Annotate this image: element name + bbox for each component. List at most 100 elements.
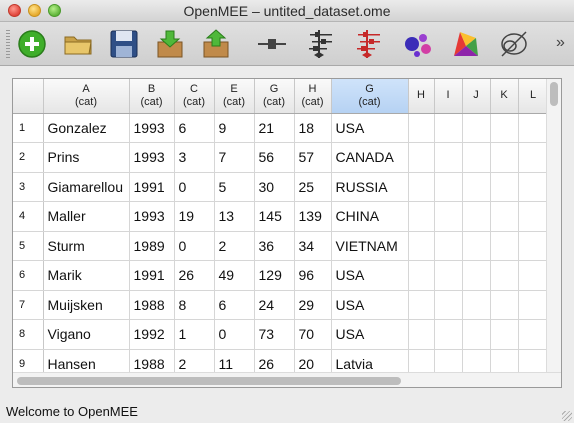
table-cell[interactable]: 5 [214, 172, 255, 202]
table-cell[interactable]: 70 [294, 319, 332, 350]
row-number[interactable]: 2 [13, 142, 44, 173]
table-cell[interactable]: 6 [214, 290, 255, 320]
table-cell[interactable] [434, 142, 463, 173]
table-cell[interactable] [518, 113, 549, 143]
column-header[interactable]: G (cat) [331, 79, 409, 114]
table-cell[interactable] [462, 142, 491, 173]
table-cell[interactable] [518, 231, 549, 261]
funnel-button[interactable] [498, 28, 530, 60]
table-cell[interactable]: 0 [174, 231, 215, 261]
table-cell[interactable]: 1993 [129, 201, 175, 232]
table-cell[interactable] [408, 172, 435, 202]
table-cell[interactable]: 1993 [129, 113, 175, 143]
table-cell[interactable]: 1993 [129, 142, 175, 173]
table-cell[interactable] [462, 290, 491, 320]
table-cell[interactable] [408, 290, 435, 320]
import-button[interactable] [154, 28, 186, 60]
table-cell[interactable]: Maller [43, 201, 130, 232]
table-cell[interactable] [490, 113, 519, 143]
column-header[interactable]: B (cat) [129, 79, 175, 114]
table-cell[interactable]: Vigano [43, 319, 130, 350]
table-cell[interactable] [490, 172, 519, 202]
add-button[interactable] [16, 28, 48, 60]
table-cell[interactable]: 25 [294, 172, 332, 202]
table-cell[interactable] [490, 290, 519, 320]
table-cell[interactable] [462, 260, 491, 291]
horizontal-scroll-thumb[interactable] [17, 377, 401, 385]
row-number[interactable]: 6 [13, 260, 44, 291]
table-cell[interactable]: 49 [214, 260, 255, 291]
table-cell[interactable]: 3 [174, 142, 215, 173]
table-cell[interactable]: 1991 [129, 172, 175, 202]
column-header[interactable]: I [434, 79, 463, 114]
column-header[interactable]: H [408, 79, 435, 114]
table-cell[interactable]: 36 [254, 231, 295, 261]
table-cell[interactable] [434, 113, 463, 143]
table-cell[interactable]: 26 [174, 260, 215, 291]
table-cell[interactable]: 96 [294, 260, 332, 291]
table-cell[interactable] [434, 201, 463, 232]
corner-header[interactable] [13, 79, 44, 114]
table-cell[interactable]: CANADA [331, 142, 409, 173]
table-cell[interactable] [490, 260, 519, 291]
table-cell[interactable]: 56 [254, 142, 295, 173]
bubble-plot-button[interactable] [402, 28, 434, 60]
table-cell[interactable]: 13 [214, 201, 255, 232]
table-cell[interactable]: Muijsken [43, 290, 130, 320]
table-cell[interactable]: Sturm [43, 231, 130, 261]
table-cell[interactable]: 34 [294, 231, 332, 261]
table-cell[interactable] [434, 319, 463, 350]
table-cell[interactable] [434, 231, 463, 261]
export-button[interactable] [200, 28, 232, 60]
vertical-scroll-thumb[interactable] [550, 82, 558, 106]
table-cell[interactable]: 9 [214, 113, 255, 143]
column-header[interactable]: G (cat) [254, 79, 295, 114]
table-cell[interactable]: USA [331, 290, 409, 320]
minimize-button[interactable] [28, 4, 41, 17]
table-cell[interactable]: 29 [294, 290, 332, 320]
table-cell[interactable]: Gonzalez [43, 113, 130, 143]
table-cell[interactable] [490, 319, 519, 350]
table-cell[interactable]: USA [331, 113, 409, 143]
row-number[interactable]: 8 [13, 319, 44, 350]
polygon-chart-button[interactable] [450, 28, 482, 60]
column-header[interactable]: H (cat) [294, 79, 332, 114]
table-cell[interactable] [518, 142, 549, 173]
resize-grip[interactable] [562, 411, 572, 421]
table-cell[interactable]: 139 [294, 201, 332, 232]
table-cell[interactable]: 145 [254, 201, 295, 232]
table-cell[interactable]: RUSSIA [331, 172, 409, 202]
forest-plot-red-button[interactable] [354, 28, 386, 60]
table-cell[interactable] [462, 319, 491, 350]
table-cell[interactable]: VIETNAM [331, 231, 409, 261]
table-cell[interactable] [462, 201, 491, 232]
table-cell[interactable]: 24 [254, 290, 295, 320]
table-cell[interactable] [490, 231, 519, 261]
table-cell[interactable] [518, 201, 549, 232]
table-cell[interactable]: 19 [174, 201, 215, 232]
table-cell[interactable] [462, 113, 491, 143]
table-cell[interactable]: 21 [254, 113, 295, 143]
row-number[interactable]: 4 [13, 201, 44, 232]
table-cell[interactable] [462, 231, 491, 261]
table-cell[interactable] [434, 290, 463, 320]
table-cell[interactable]: USA [331, 319, 409, 350]
table-cell[interactable]: 0 [214, 319, 255, 350]
table-cell[interactable] [408, 260, 435, 291]
table-cell[interactable] [408, 319, 435, 350]
table-cell[interactable]: Marik [43, 260, 130, 291]
table-cell[interactable]: 129 [254, 260, 295, 291]
table-cell[interactable] [490, 142, 519, 173]
table-cell[interactable]: 1992 [129, 319, 175, 350]
column-header[interactable]: J [462, 79, 491, 114]
column-header[interactable]: L [518, 79, 549, 114]
table-cell[interactable] [408, 113, 435, 143]
column-header[interactable]: A (cat) [43, 79, 130, 114]
table-cell[interactable]: 6 [174, 113, 215, 143]
forest-plot-button[interactable] [306, 28, 338, 60]
table-cell[interactable]: Prins [43, 142, 130, 173]
table-cell[interactable] [408, 142, 435, 173]
table-cell[interactable]: 30 [254, 172, 295, 202]
table-cell[interactable] [518, 172, 549, 202]
table-cell[interactable] [518, 260, 549, 291]
